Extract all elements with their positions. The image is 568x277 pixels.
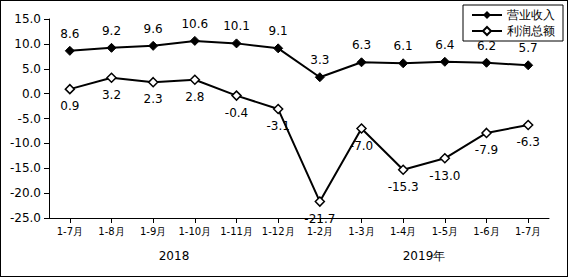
svg-text:10.6: 10.6 — [181, 17, 208, 31]
svg-text:-5.0: -5.0 — [18, 112, 41, 126]
svg-text:-6.3: -6.3 — [516, 135, 539, 149]
svg-text:3.2: 3.2 — [102, 88, 121, 102]
svg-text:9.6: 9.6 — [144, 22, 163, 36]
svg-text:3.3: 3.3 — [310, 53, 329, 67]
svg-text:15.0: 15.0 — [14, 12, 41, 26]
svg-text:2.8: 2.8 — [185, 90, 204, 104]
svg-text:1-11月: 1-11月 — [220, 226, 253, 237]
svg-text:1-4月: 1-4月 — [390, 226, 416, 237]
svg-text:9.2: 9.2 — [102, 24, 121, 38]
svg-text:0.0: 0.0 — [22, 87, 41, 101]
svg-text:-21.7: -21.7 — [304, 212, 335, 226]
svg-text:5.0: 5.0 — [22, 62, 41, 76]
svg-text:2018: 2018 — [159, 249, 190, 263]
svg-text:1-12月: 1-12月 — [262, 226, 295, 237]
svg-text:-15.3: -15.3 — [388, 180, 419, 194]
svg-text:1-10月: 1-10月 — [178, 226, 211, 237]
svg-text:1-8月: 1-8月 — [98, 226, 124, 237]
svg-text:1-7月: 1-7月 — [57, 226, 83, 237]
svg-text:营业收入: 营业收入 — [507, 8, 555, 22]
svg-text:-7.9: -7.9 — [475, 143, 498, 157]
svg-text:1-7月: 1-7月 — [515, 226, 541, 237]
svg-text:-10.0: -10.0 — [10, 136, 41, 150]
svg-text:-15.0: -15.0 — [10, 161, 41, 175]
svg-text:8.6: 8.6 — [60, 27, 79, 41]
svg-text:1-6月: 1-6月 — [473, 226, 499, 237]
svg-text:6.2: 6.2 — [477, 38, 496, 53]
svg-text:-0.4: -0.4 — [225, 106, 248, 120]
svg-text:6.4: 6.4 — [435, 38, 454, 52]
svg-text:-3.1: -3.1 — [266, 119, 289, 133]
svg-text:-7.0: -7.0 — [350, 139, 373, 153]
svg-text:-13.0: -13.0 — [429, 169, 460, 183]
svg-text:0.9: 0.9 — [60, 99, 79, 113]
svg-text:-25.0: -25.0 — [10, 211, 41, 225]
svg-text:1-2月: 1-2月 — [307, 226, 333, 237]
svg-text:利润总额: 利润总额 — [507, 24, 555, 38]
svg-text:10.1: 10.1 — [223, 19, 250, 33]
svg-text:1-3月: 1-3月 — [348, 226, 374, 237]
svg-text:6.3: 6.3 — [352, 38, 371, 52]
svg-text:1-5月: 1-5月 — [432, 226, 458, 237]
svg-text:9.1: 9.1 — [269, 24, 288, 38]
svg-text:6.1: 6.1 — [394, 39, 413, 53]
svg-text:10.0: 10.0 — [14, 37, 41, 51]
svg-text:2019年: 2019年 — [403, 249, 446, 263]
svg-text:1-9月: 1-9月 — [140, 226, 166, 237]
svg-text:5.7: 5.7 — [519, 41, 538, 55]
svg-text:-20.0: -20.0 — [10, 186, 41, 200]
svg-text:2.3: 2.3 — [144, 92, 163, 106]
